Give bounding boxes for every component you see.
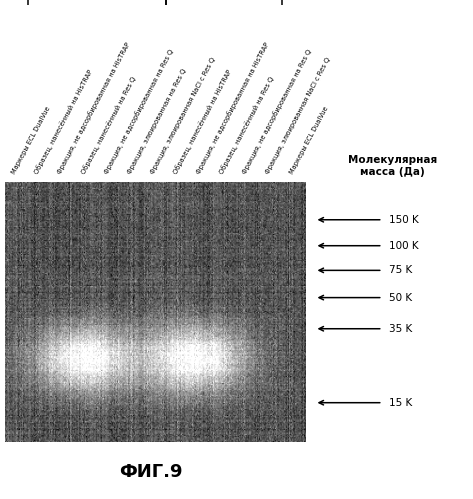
- Text: ФИГ.9: ФИГ.9: [120, 463, 183, 481]
- Text: Образец, нанесённый на Res Q: Образец, нанесённый на Res Q: [79, 75, 137, 175]
- Text: Фракция, не адсорбированная на Res Q: Фракция, не адсорбированная на Res Q: [103, 48, 175, 175]
- Text: Фракция, элюированная на Res Q: Фракция, элюированная на Res Q: [126, 68, 187, 175]
- Text: Фракция, элюированная NaCl с Res Q: Фракция, элюированная NaCl с Res Q: [265, 56, 332, 175]
- Text: Маркеры ECL DualVue: Маркеры ECL DualVue: [11, 105, 52, 175]
- Text: Образец, нанесённый на Res Q: Образец, нанесённый на Res Q: [218, 75, 275, 175]
- Text: Маркеры ECL DualVue: Маркеры ECL DualVue: [288, 105, 329, 175]
- Text: 100 K: 100 K: [389, 241, 419, 250]
- Text: 75 K: 75 K: [389, 265, 412, 275]
- Text: Фракция, не адсорбированная на Res Q: Фракция, не адсорбированная на Res Q: [241, 48, 313, 175]
- Text: Молекулярная
масса (Да): Молекулярная масса (Да): [348, 155, 437, 177]
- Text: Образец, нанесённый на HisTRAP: Образец, нанесённый на HisTRAP: [172, 68, 233, 175]
- Text: 35 K: 35 K: [389, 324, 412, 334]
- Text: Фракция, не адсорбированная на HisTRAP: Фракция, не адсорбированная на HisTRAP: [195, 41, 271, 175]
- Text: Фракция, элюированная NaCl с Res Q: Фракция, элюированная NaCl с Res Q: [149, 56, 217, 175]
- Text: 50 K: 50 K: [389, 292, 412, 302]
- Text: Фракция, не адсорбированная на HisTRAP: Фракция, не адсорбированная на HisTRAP: [56, 41, 132, 175]
- Text: 150 K: 150 K: [389, 215, 419, 225]
- Text: 15 K: 15 K: [389, 398, 412, 408]
- Text: Образец, нанесённый на HisTRAP: Образец, нанесённый на HisTRAP: [33, 68, 95, 175]
